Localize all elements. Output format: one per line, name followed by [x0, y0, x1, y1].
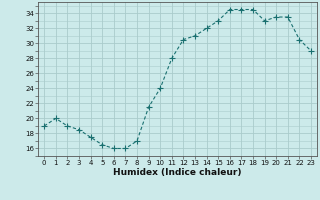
X-axis label: Humidex (Indice chaleur): Humidex (Indice chaleur): [113, 168, 242, 177]
